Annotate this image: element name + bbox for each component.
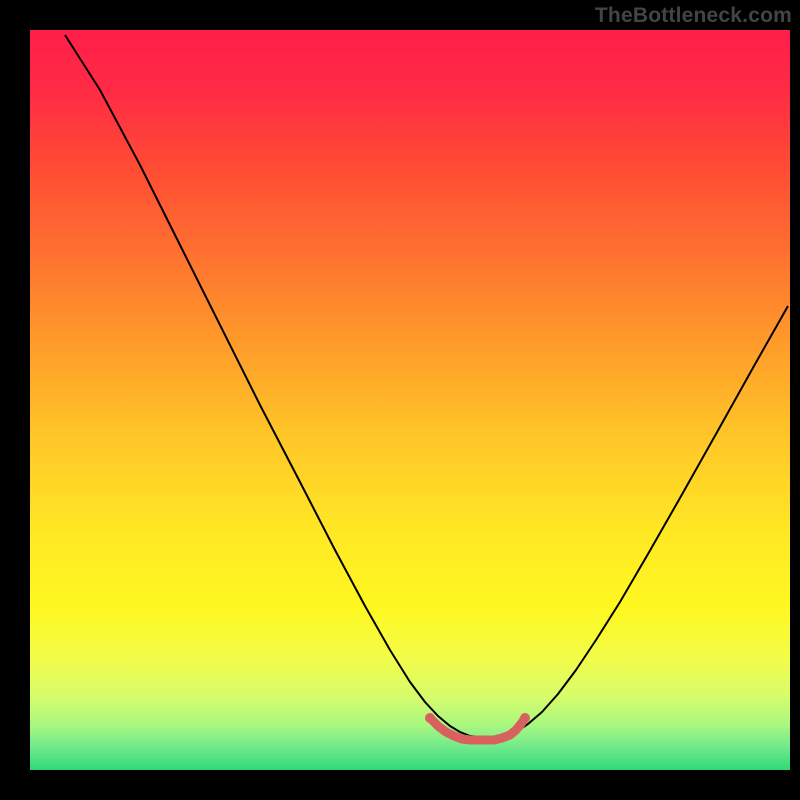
axis-border-left (0, 0, 30, 800)
plot-area (30, 30, 790, 770)
chart-container: TheBottleneck.com (0, 0, 800, 800)
gradient-background (30, 30, 790, 770)
axis-border-right (790, 0, 800, 800)
watermark-label: TheBottleneck.com (595, 4, 792, 28)
axis-border-bottom (0, 770, 800, 800)
